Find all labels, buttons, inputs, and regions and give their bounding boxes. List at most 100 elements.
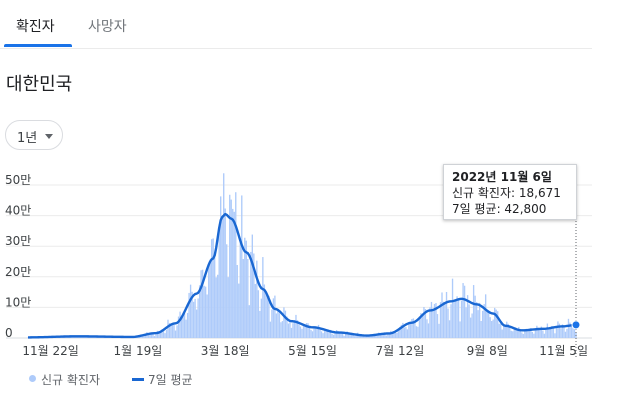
- bar-daily-cases: [420, 313, 422, 338]
- bar-daily-cases: [180, 318, 183, 338]
- bar-daily-cases: [351, 332, 353, 338]
- bar-daily-cases: [506, 321, 508, 338]
- bar-daily-cases: [281, 321, 284, 338]
- bar-daily-cases: [572, 326, 574, 338]
- bar-daily-cases: [253, 253, 255, 338]
- bar-daily-cases: [561, 324, 564, 338]
- bar-daily-cases: [546, 323, 549, 338]
- bar-daily-cases: [453, 299, 455, 338]
- bar-daily-cases: [155, 332, 157, 338]
- bar-daily-cases: [173, 322, 175, 338]
- bar-daily-cases: [534, 328, 537, 338]
- tab-bar: 확진자 사망자: [0, 0, 592, 49]
- bar-daily-cases: [298, 324, 300, 338]
- active-tab-indicator: [4, 44, 72, 47]
- x-tick-label: 11월 5일: [539, 344, 588, 358]
- bar-daily-cases: [272, 298, 275, 338]
- bar-daily-cases: [486, 311, 488, 338]
- bar-daily-cases: [263, 284, 266, 338]
- bar-daily-cases: [569, 322, 571, 338]
- bar-daily-cases: [570, 325, 573, 338]
- bar-daily-cases: [549, 328, 552, 338]
- bar-daily-cases: [308, 327, 311, 338]
- x-tick-label: 1월 19일: [113, 344, 162, 358]
- bar-daily-cases: [182, 315, 184, 338]
- bar-daily-cases: [475, 302, 478, 338]
- bar-daily-cases: [405, 327, 407, 338]
- bar-daily-cases: [204, 286, 207, 338]
- bar-daily-cases: [197, 298, 199, 338]
- bar-daily-cases: [542, 330, 544, 338]
- bar-daily-cases: [441, 292, 443, 338]
- bar-daily-cases: [555, 327, 558, 338]
- bar-daily-cases: [375, 336, 377, 338]
- bar-daily-cases: [460, 300, 463, 338]
- bar-daily-cases: [170, 324, 172, 338]
- y-tick-label: 40만: [5, 204, 31, 218]
- bar-daily-cases: [536, 325, 538, 338]
- bar-daily-cases: [418, 316, 421, 338]
- bar-daily-cases: [320, 331, 323, 338]
- legend-bars-swatch: [29, 375, 36, 382]
- bar-daily-cases: [310, 330, 312, 338]
- bar-daily-cases: [471, 313, 473, 338]
- bar-daily-cases: [495, 309, 497, 338]
- bar-daily-cases: [427, 323, 430, 338]
- bar-daily-cases: [491, 320, 493, 338]
- bar-daily-cases: [233, 211, 235, 338]
- bar-daily-cases: [424, 309, 427, 338]
- bar-daily-cases: [328, 329, 330, 338]
- bar-daily-cases: [278, 313, 281, 338]
- bar-daily-cases: [188, 292, 190, 338]
- bar-daily-cases: [269, 321, 272, 338]
- bar-daily-cases: [510, 330, 512, 338]
- bar-daily-cases: [384, 333, 386, 338]
- bar-daily-cases: [444, 303, 446, 338]
- bar-daily-cases: [302, 326, 305, 338]
- bar-daily-cases: [284, 310, 287, 338]
- bar-daily-cases: [558, 323, 561, 338]
- bar-daily-cases: [186, 312, 189, 338]
- bar-daily-cases: [391, 332, 393, 338]
- bar-daily-cases: [332, 334, 335, 338]
- bar-daily-cases: [411, 319, 413, 338]
- bar-daily-cases: [492, 319, 494, 338]
- bar-daily-cases: [304, 324, 306, 338]
- bar-daily-cases: [319, 327, 321, 338]
- bar-daily-cases: [338, 331, 341, 338]
- bar-daily-cases: [507, 323, 509, 338]
- bar-daily-cases: [447, 308, 449, 338]
- bar-daily-cases: [423, 307, 425, 338]
- bar-daily-cases: [387, 333, 389, 338]
- bar-daily-cases: [354, 336, 356, 338]
- bar-daily-cases: [393, 332, 395, 338]
- tab-confirmed-cases[interactable]: 확진자: [16, 19, 55, 35]
- bar-daily-cases: [355, 335, 357, 338]
- bar-daily-cases: [317, 324, 320, 338]
- tab-deaths[interactable]: 사망자: [88, 19, 127, 35]
- bar-daily-cases: [414, 321, 416, 338]
- x-tick-label: 5월 15일: [288, 344, 337, 358]
- bar-daily-cases: [341, 333, 344, 338]
- bar-daily-cases: [361, 335, 363, 338]
- bar-daily-cases: [426, 319, 428, 338]
- bar-daily-cases: [212, 238, 214, 338]
- cases-chart[interactable]: 0 10만 20만 30만 40만 50만 11월 22일 1월 19일 3월 18일 5월 1…: [0, 150, 617, 365]
- bar-daily-cases: [152, 333, 154, 338]
- bar-daily-cases: [217, 274, 219, 338]
- bar-daily-cases: [564, 331, 567, 338]
- bar-daily-cases: [466, 295, 469, 338]
- bar-daily-cases: [554, 333, 556, 338]
- bar-daily-cases: [232, 208, 234, 338]
- bar-daily-cases: [161, 329, 163, 338]
- bar-daily-cases: [153, 336, 156, 338]
- bar-daily-cases: [435, 303, 437, 338]
- bar-daily-cases: [293, 320, 296, 338]
- bar-daily-cases: [551, 325, 553, 338]
- bar-daily-cases: [370, 335, 372, 338]
- bar-daily-cases: [314, 326, 317, 338]
- bar-daily-cases: [480, 320, 482, 338]
- period-dropdown[interactable]: 1년: [5, 120, 63, 150]
- x-tick-label: 3월 18일: [201, 344, 250, 358]
- bar-daily-cases: [245, 240, 247, 338]
